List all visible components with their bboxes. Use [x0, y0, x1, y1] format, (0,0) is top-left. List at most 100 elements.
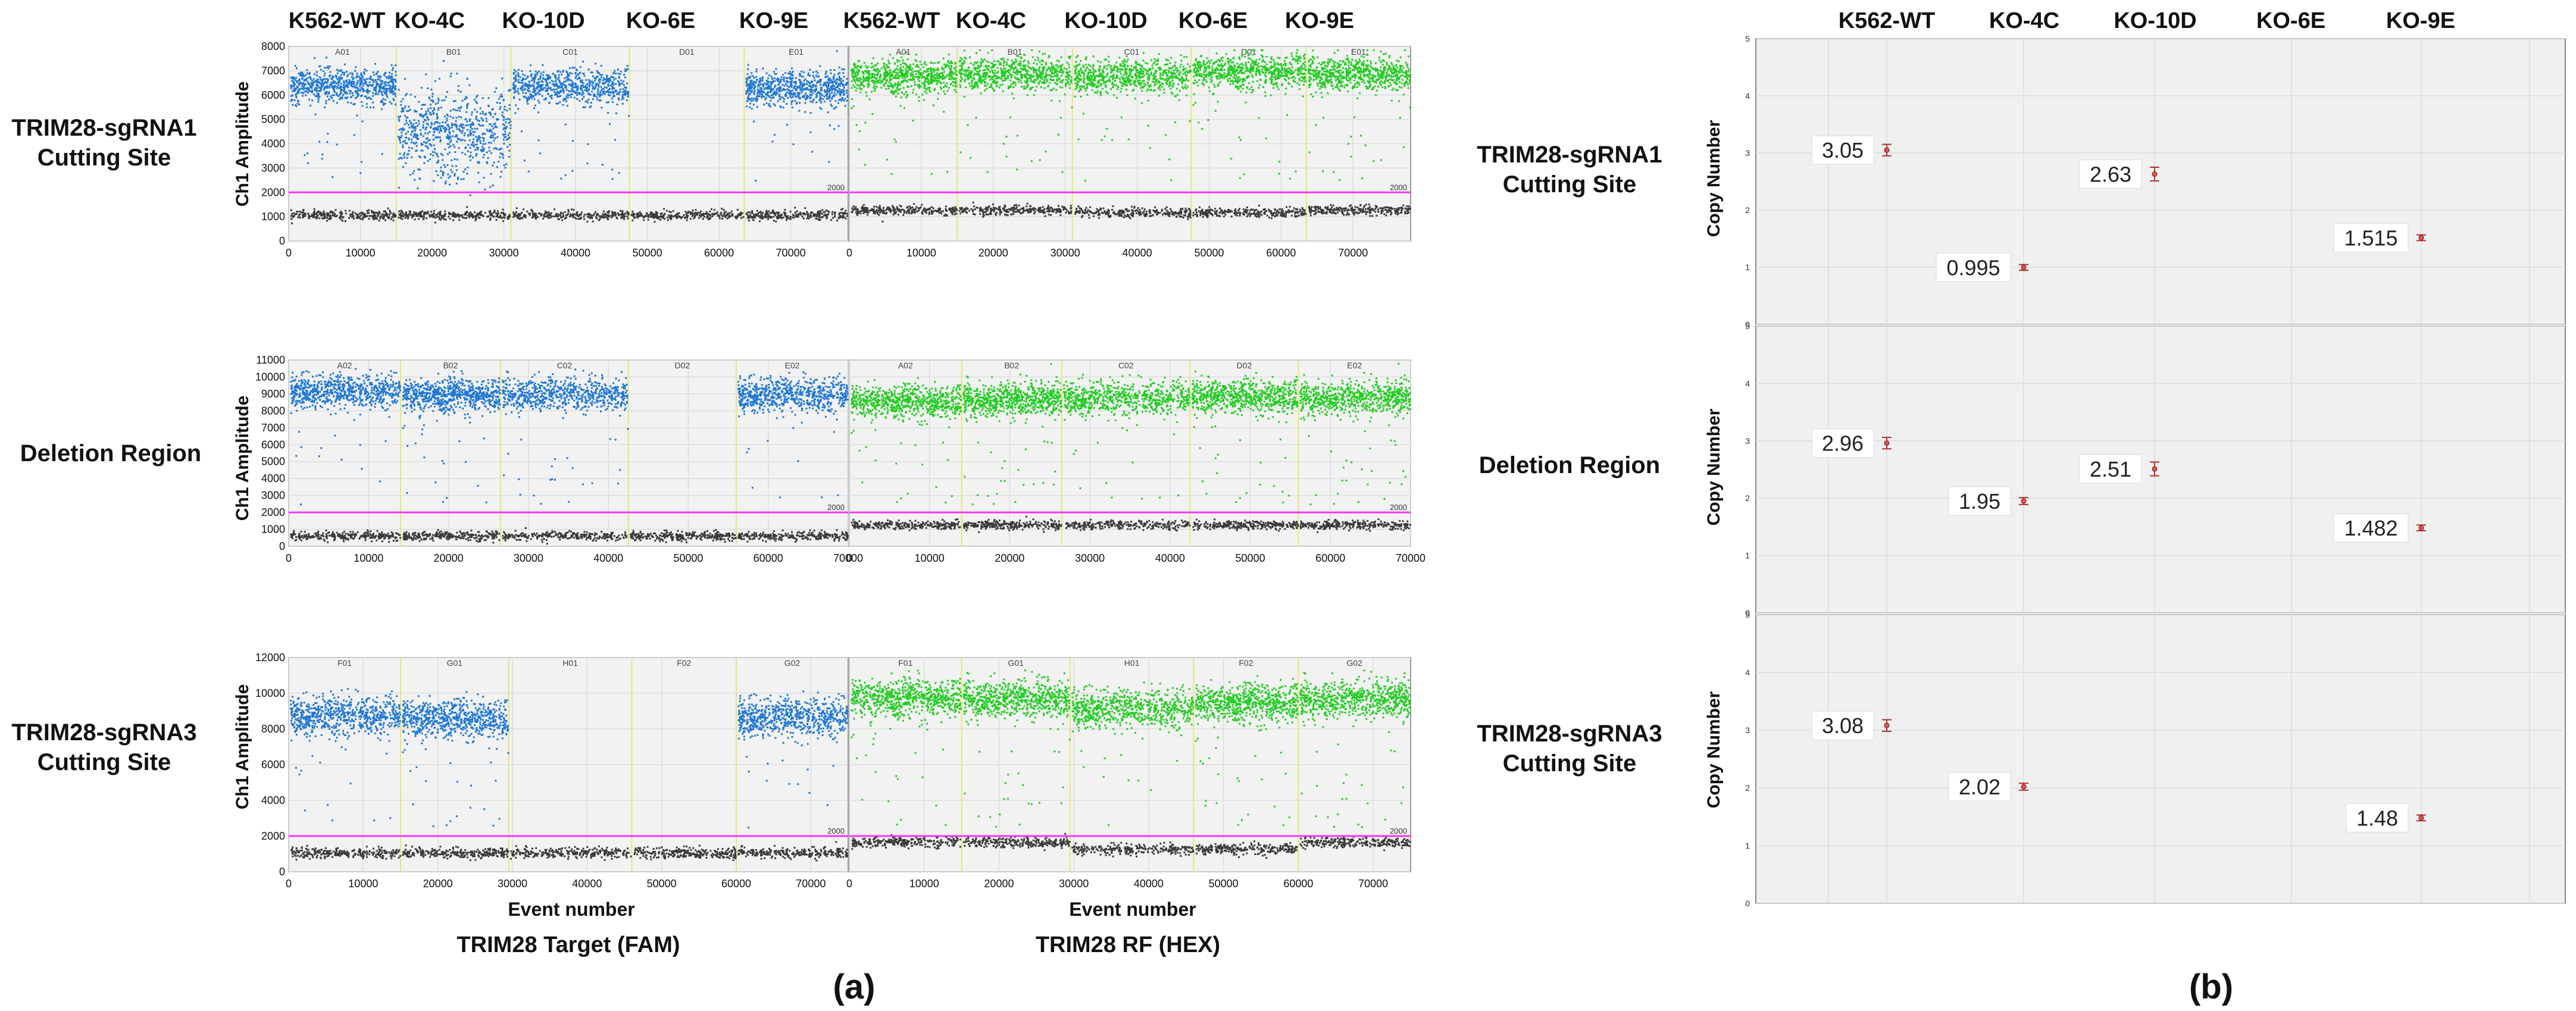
a-fam-column-title: TRIM28 Target (FAM): [457, 932, 680, 957]
copy-number-point: [2152, 171, 2158, 177]
value-label-box: [1948, 772, 2011, 802]
copy-number-point: [1884, 722, 1890, 728]
well-label: B01: [446, 47, 461, 57]
y-tick-label: 4: [1745, 668, 1750, 677]
y-tick-label: 7000: [261, 65, 285, 77]
y-tick-label: 1000: [261, 211, 285, 223]
positive-droplets: [290, 688, 849, 829]
well-label: F01: [337, 658, 352, 668]
x-tick-label: 70000: [1396, 552, 1425, 564]
x-tick-label: 30000: [1059, 878, 1089, 890]
x-tick-label: 0: [286, 247, 292, 259]
y-tick-label: 0: [279, 540, 285, 552]
x-tick-label: 10000: [348, 878, 378, 890]
well-label: G02: [784, 658, 801, 668]
x-tick-label: 40000: [1123, 247, 1152, 259]
x-tick-label: 30000: [1075, 552, 1105, 564]
x-tick-label: 50000: [1209, 878, 1239, 890]
y-tick-label: 7000: [261, 422, 285, 434]
y-tick-label: 3000: [261, 162, 285, 174]
well-label: E01: [1351, 47, 1366, 57]
b-header-ko-4c: KO-4C: [1989, 8, 2060, 33]
a-hex-header-ko-10d: KO-10D: [1064, 8, 1148, 33]
b-row-label-sgrna3: TRIM28-sgRNA3 Cutting Site: [1477, 721, 1662, 777]
y-tick-label: 6000: [261, 89, 285, 101]
value-label-box: [1811, 428, 1874, 458]
x-tick-label: 0: [846, 878, 852, 890]
y-tick-label: 0: [279, 235, 285, 247]
x-tick-label: 0: [286, 552, 292, 564]
y-tick-label: 5: [1745, 321, 1750, 331]
x-tick-label: 50000: [633, 247, 662, 259]
y-tick-label: 4: [1745, 378, 1750, 388]
plot-frame: [849, 359, 1411, 547]
y-tick-label: 4: [1745, 91, 1750, 101]
y-tick-label: 0: [1745, 608, 1750, 618]
y-tick-label: 10000: [255, 371, 285, 383]
ddpcr-plot-r3-fam: F01 G01 H01 F02 G022000020004000600080001000…: [255, 652, 849, 890]
plot-frame: [1755, 38, 2566, 325]
x-tick-label: 0: [286, 878, 292, 890]
well-label: F02: [677, 658, 691, 668]
y-tick-label: 2: [1745, 783, 1750, 793]
well-label: D02: [675, 361, 690, 370]
well-label: B02: [443, 361, 458, 370]
x-tick-label: 40000: [572, 878, 602, 890]
value-label-box: [2346, 803, 2409, 833]
value-label: 1.515: [2344, 226, 2397, 251]
x-tick-label: 50000: [673, 552, 703, 564]
well-label: E01: [789, 47, 804, 57]
value-label: 2.51: [2090, 457, 2131, 481]
a-hex-header-ko-9e: KO-9E: [1284, 8, 1355, 33]
x-tick-label: 20000: [984, 878, 1014, 890]
x-tick-label: 60000: [754, 552, 783, 564]
y-tick-label: 8000: [261, 40, 285, 52]
y-tick-label: 2000: [261, 186, 285, 198]
well-label: E02: [1347, 361, 1362, 370]
b-row-label-deletion: Deletion Region: [1478, 452, 1661, 478]
threshold-label: 2000: [1390, 183, 1407, 192]
copy-number-point: [2418, 525, 2424, 531]
copy-number-plot-r2: 0 1 2 3 4 5 2.96 1.95 2.51 1.482: [1745, 321, 2566, 618]
value-label: 1.95: [1959, 489, 2000, 514]
y-tick-label: 10000: [255, 687, 285, 699]
positive-droplets: [851, 49, 1411, 182]
y-tick-label: 4000: [261, 794, 285, 806]
value-label: 2.96: [1822, 431, 1864, 456]
value-label: 0.995: [1946, 255, 2000, 280]
panel-label-b: (b): [2189, 968, 2234, 1006]
threshold-label: 2000: [827, 827, 845, 835]
copy-number-point: [2021, 784, 2027, 790]
negative-droplets: [290, 527, 849, 545]
value-label-box: [1811, 710, 1874, 740]
positive-droplets: [851, 669, 1411, 828]
y-tick-label: 4000: [261, 138, 285, 150]
x-tick-label: 40000: [1134, 878, 1164, 890]
x-tick-label: 60000: [1283, 878, 1313, 890]
y-tick-label: 1: [1745, 262, 1750, 272]
x-tick-label: 10000: [915, 552, 945, 564]
y-tick-label: 6000: [261, 759, 285, 771]
copy-number-point: [2418, 815, 2424, 821]
x-tick-label: 20000: [434, 552, 464, 564]
y-tick-label: 9000: [261, 388, 285, 400]
value-label: 3.08: [1822, 713, 1864, 738]
negative-droplets: [851, 201, 1411, 223]
value-label-box: [2333, 223, 2409, 253]
x-tick-label: 40000: [1155, 552, 1185, 564]
x-tick-label: 60000: [721, 878, 751, 890]
well-label: A02: [337, 361, 352, 370]
y-tick-label: 1: [1745, 551, 1750, 561]
value-label-box: [1811, 135, 1874, 165]
well-label: C02: [1118, 361, 1134, 370]
threshold-label: 2000: [1390, 503, 1407, 512]
well-label: F01: [898, 658, 912, 668]
copy-number-plot-r1: 0 1 2 3 4 5 3.05 0.995 2.63 1.515: [1745, 34, 2566, 329]
x-tick-label: 30000: [514, 552, 543, 564]
well-label: C01: [1124, 47, 1140, 57]
copy-number-plot-r3: 0 1 2 3 4 5 3.08 2.02 1.48: [1745, 610, 2566, 908]
x-tick-label: 20000: [978, 247, 1008, 259]
threshold-label: 2000: [827, 503, 845, 512]
x-tick-label: 10000: [909, 878, 939, 890]
